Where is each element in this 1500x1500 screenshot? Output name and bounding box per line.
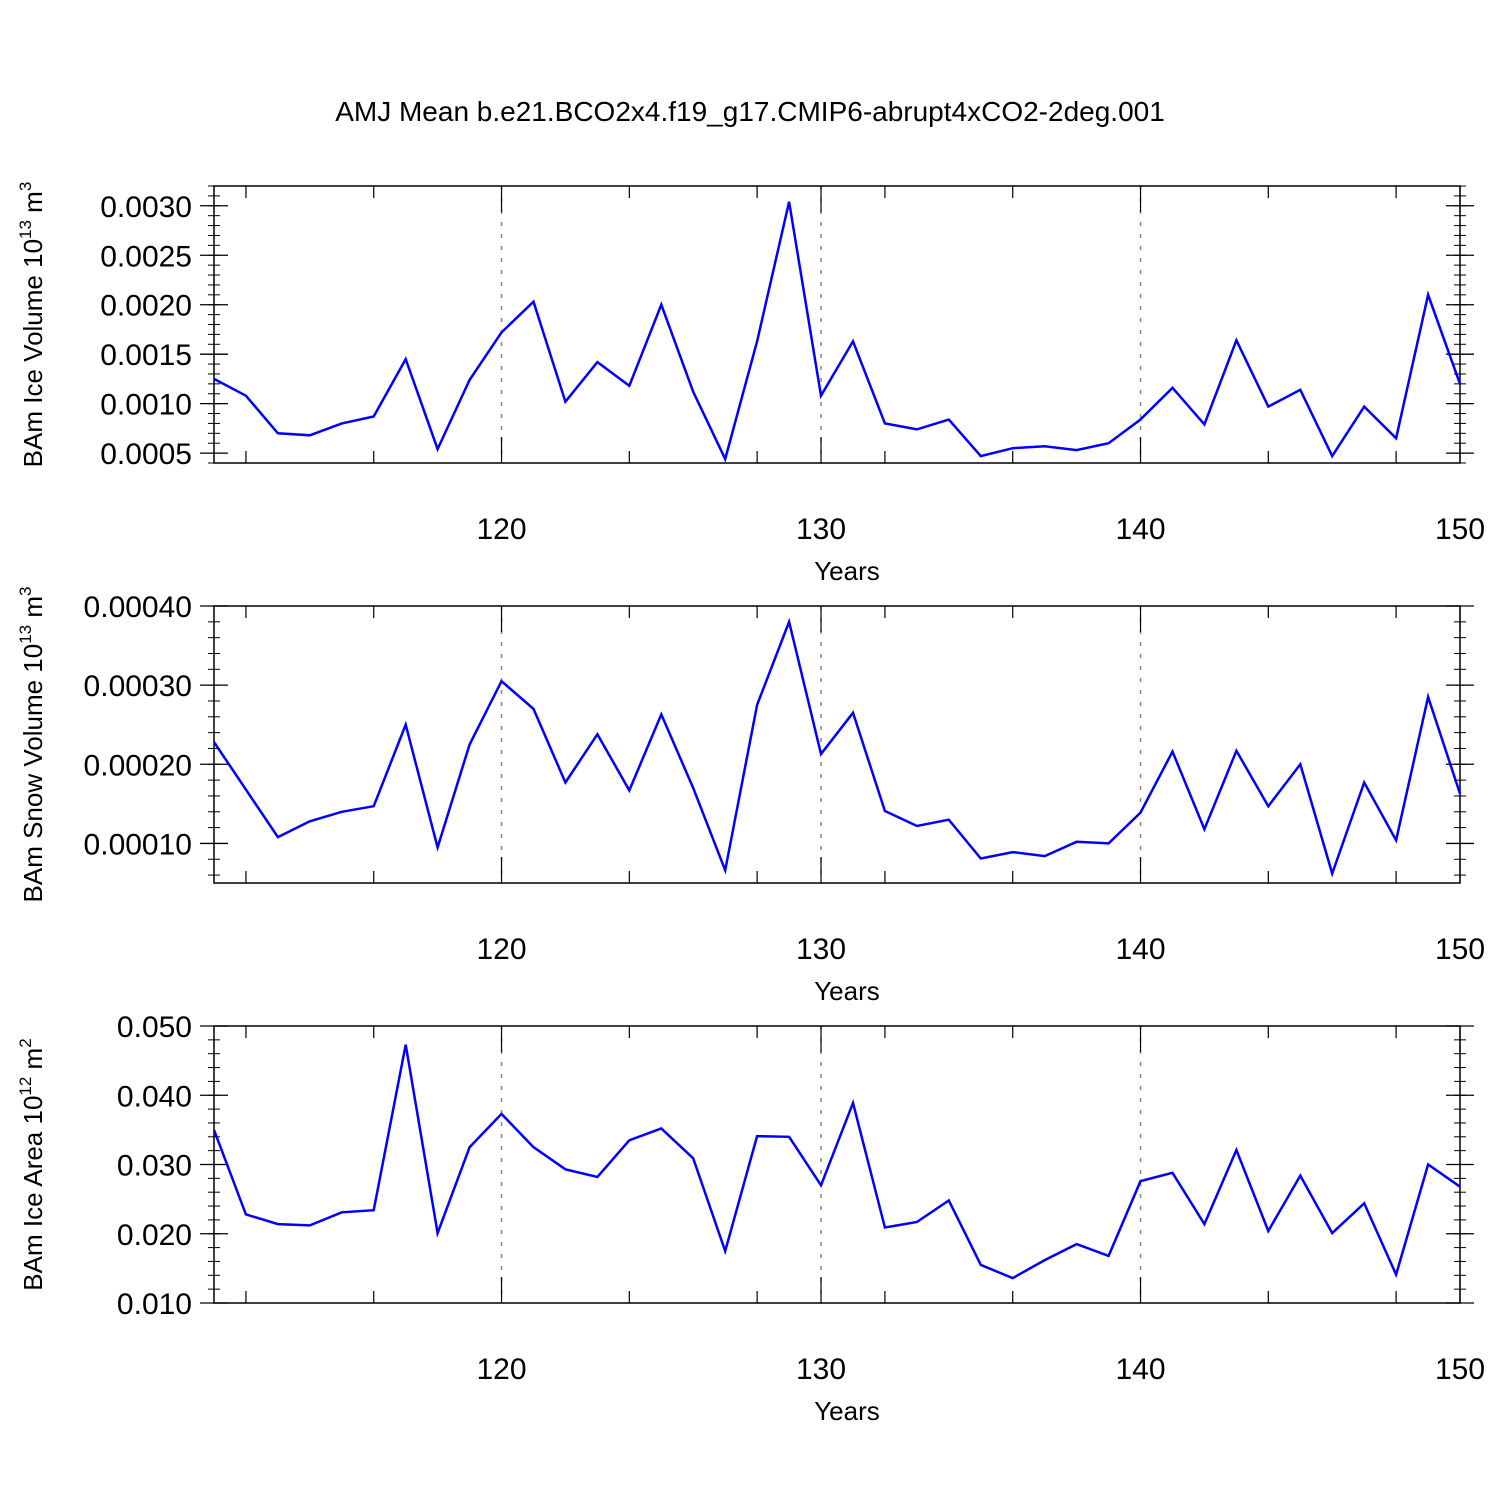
x-tick-label: 150	[1435, 933, 1485, 966]
y-axis-title: BAm Ice Area 1012 m2	[16, 1038, 48, 1290]
y-axis-title-text: BAm Snow Volume 10	[18, 644, 48, 903]
y-axis-title-text: m	[18, 191, 48, 220]
y-tick-label: 0.00030	[84, 670, 192, 703]
series-line	[212, 1044, 1461, 1280]
y-tick-label: 0.030	[117, 1150, 192, 1183]
plot-frame	[213, 185, 1461, 464]
y-tick-label: 0.00040	[84, 591, 192, 624]
x-tick-label: 120	[477, 513, 527, 546]
x-tick-label: 140	[1115, 1353, 1165, 1386]
y-axis-title-superscript: 13	[16, 625, 35, 644]
y-axis-title-text: m	[18, 1048, 48, 1077]
y-tick-label: 0.0015	[100, 339, 192, 372]
series-line	[213, 201, 1462, 463]
y-axis-title-text: BAm Ice Volume 10	[18, 239, 48, 467]
y-tick-label: 0.020	[117, 1219, 192, 1252]
x-tick-label: 140	[1115, 513, 1165, 546]
y-axis-title-text: BAm Ice Area 10	[18, 1096, 48, 1291]
y-tick-label: 0.040	[117, 1080, 192, 1113]
y-axis-title: BAm Snow Volume 1013 m3	[16, 587, 48, 903]
x-tick-label: 130	[796, 933, 846, 966]
x-tick-label: 130	[796, 1353, 846, 1386]
y-axis-title-text: m	[18, 596, 48, 625]
y-tick-label: 0.0030	[100, 191, 192, 224]
x-tick-label: 140	[1115, 933, 1165, 966]
y-tick-label: 0.0005	[100, 438, 192, 471]
x-tick-label: 150	[1435, 1353, 1485, 1386]
y-tick-label: 0.010	[117, 1288, 192, 1321]
figure-title: AMJ Mean b.e21.BCO2x4.f19_g17.CMIP6-abru…	[335, 96, 1165, 127]
y-axis-title-superscript: 3	[16, 587, 35, 596]
panel-2: 0.00010 0.00020 0.00030 0.00040 120 130 140 150…	[16, 587, 1485, 1006]
y-tick-label: 0.0020	[100, 290, 192, 323]
plot-frame	[213, 605, 1461, 884]
y-axis-title-superscript: 3	[16, 182, 35, 191]
y-axis-title-superscript: 2	[16, 1038, 35, 1047]
x-tick-label: 130	[796, 513, 846, 546]
series-line	[212, 617, 1462, 878]
y-tick-label: 0.050	[117, 1011, 192, 1044]
x-axis-title: Years	[814, 556, 880, 586]
y-axis-title-superscript: 13	[16, 220, 35, 239]
x-axis-title: Years	[814, 976, 880, 1006]
panel-1: 0.0005 0.0010 0.0015 0.0020 0.0025 0.0030 120 1…	[16, 182, 1485, 586]
y-axis-title: BAm Ice Volume 1013 m3	[16, 182, 48, 468]
x-tick-label: 120	[477, 1353, 527, 1386]
y-axis-title-superscript: 12	[16, 1077, 35, 1096]
x-axis-title: Years	[814, 1396, 880, 1426]
x-tick-label: 120	[477, 933, 527, 966]
y-tick-label: 0.0010	[100, 389, 192, 422]
panel-3: 0.010 0.020 0.030 0.040 0.050 120 130 140 150 Yea…	[16, 1011, 1485, 1426]
y-tick-label: 0.00020	[84, 749, 192, 782]
y-tick-label: 0.0025	[100, 240, 192, 273]
x-tick-label: 150	[1435, 513, 1485, 546]
y-tick-label: 0.00010	[84, 828, 192, 861]
